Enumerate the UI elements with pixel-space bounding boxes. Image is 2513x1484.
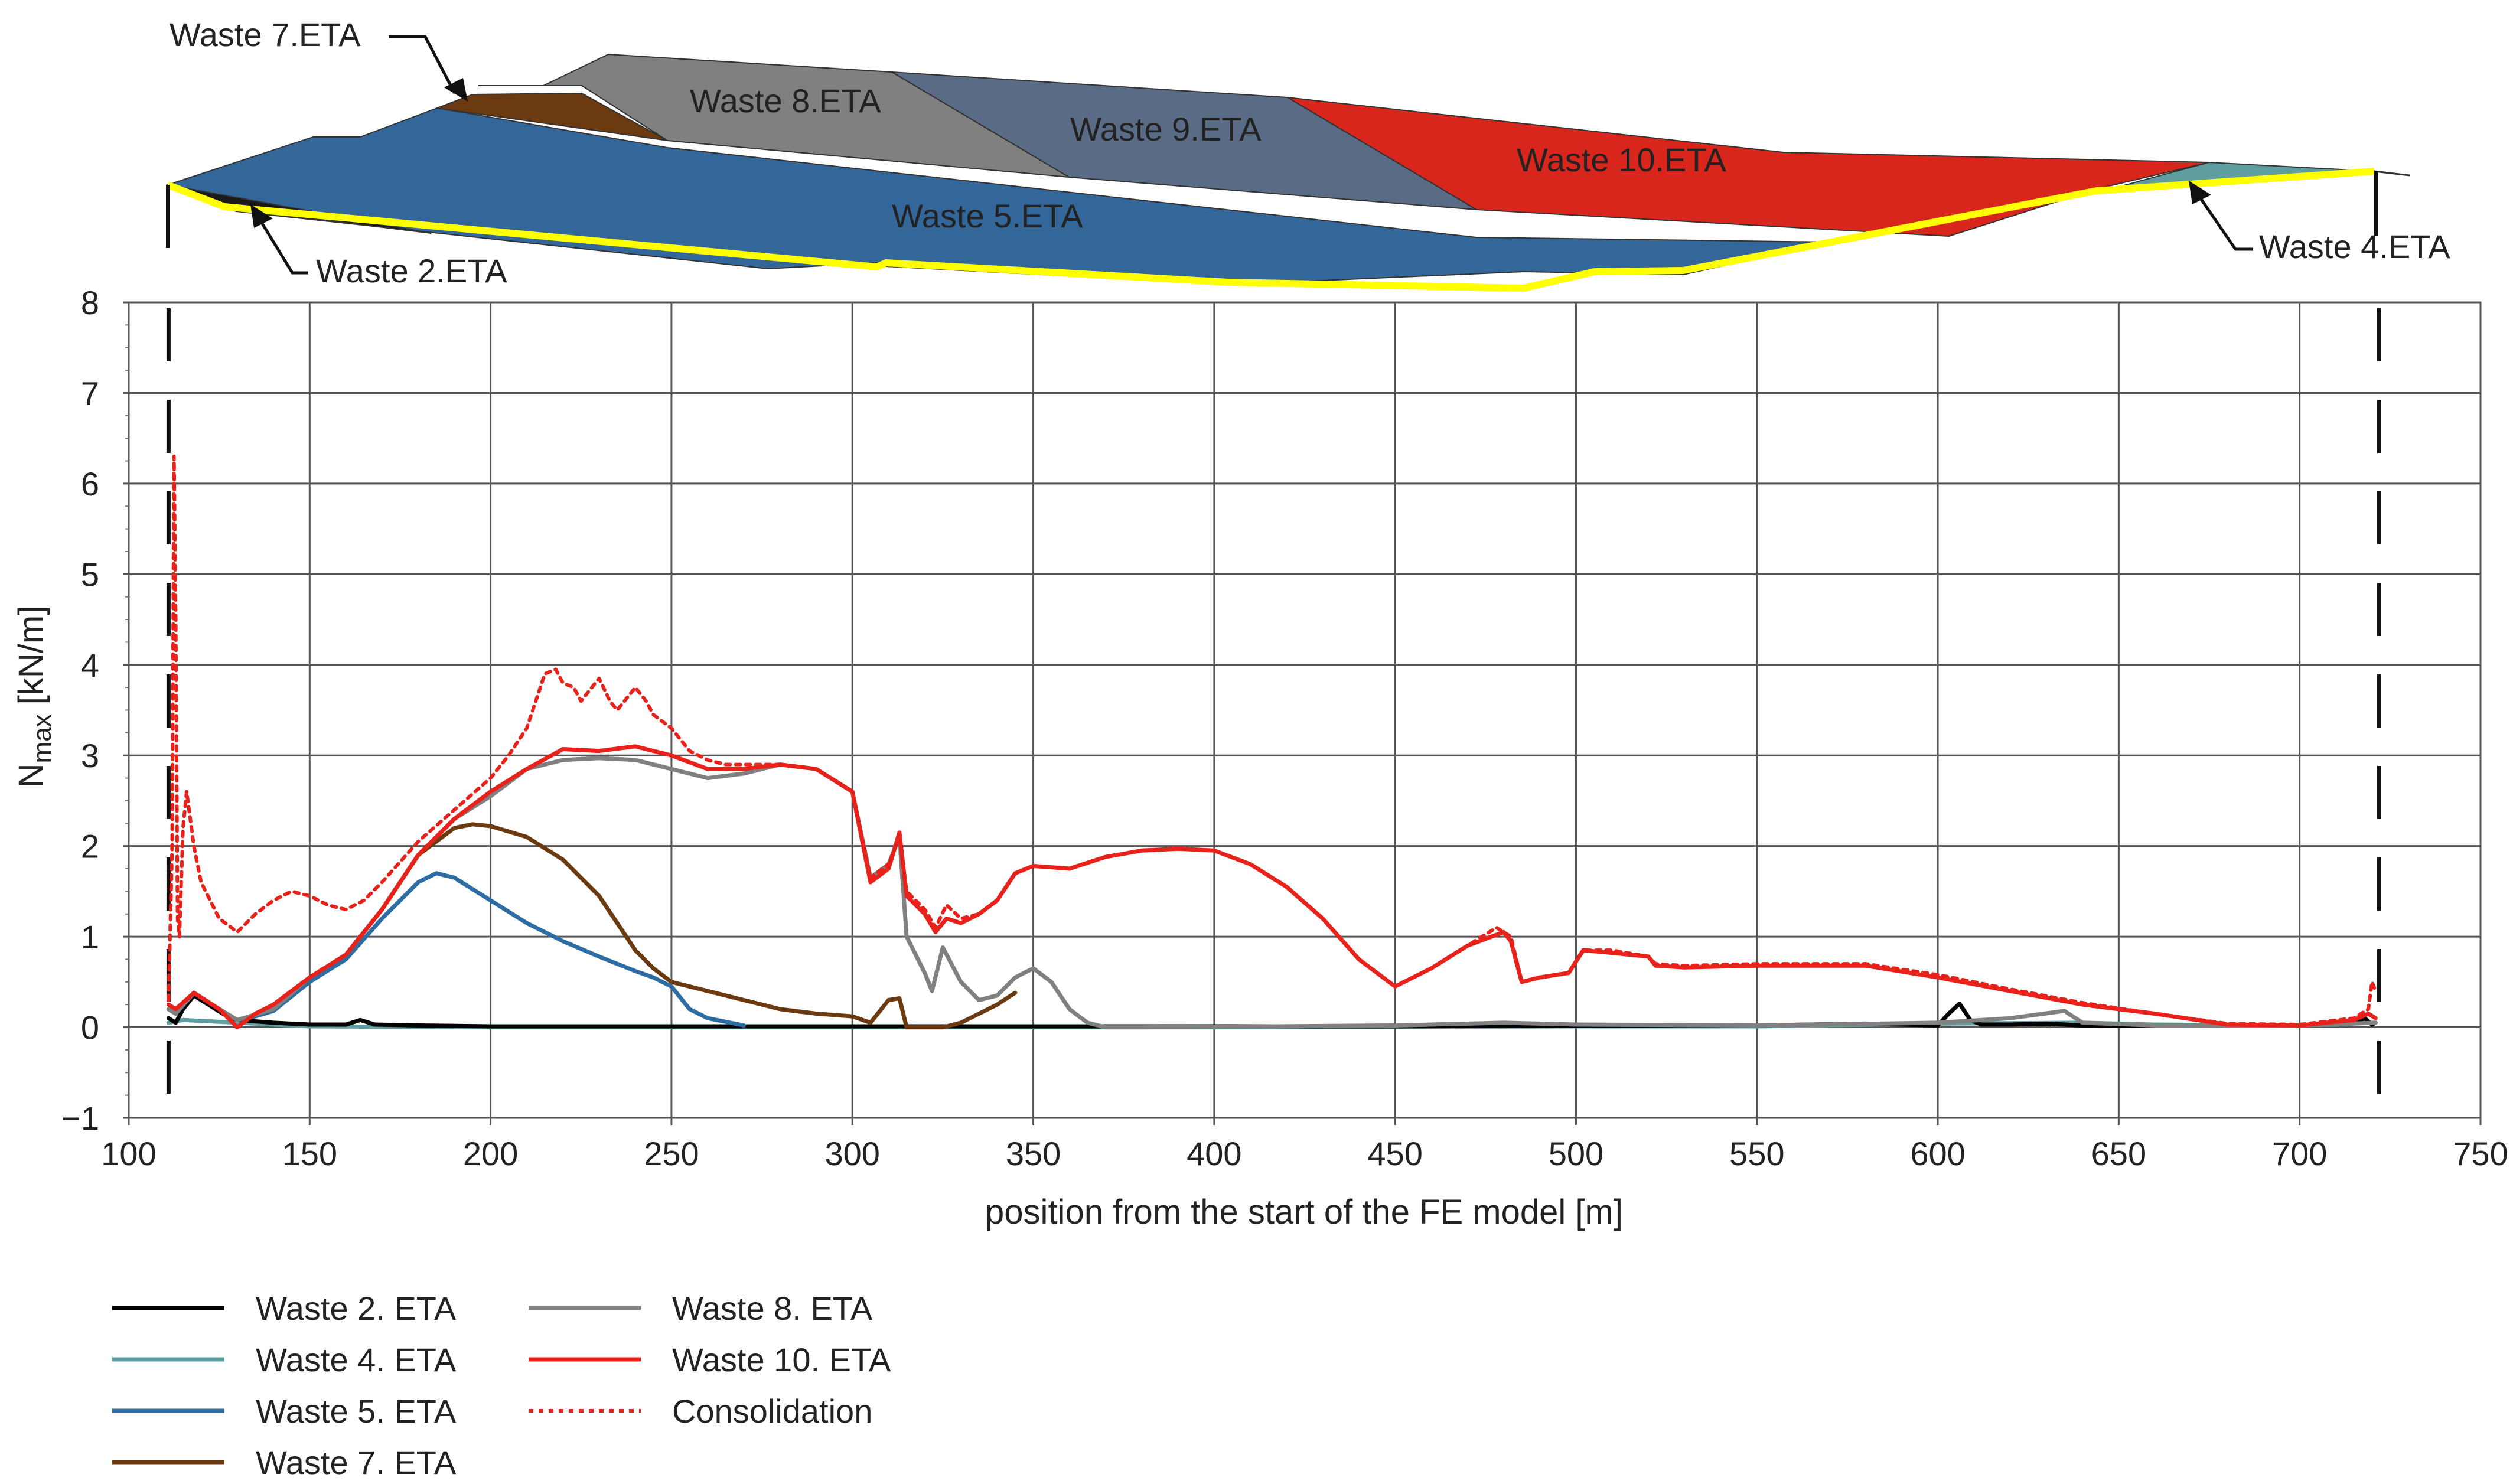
y-axis-title-unit: [kN/m] xyxy=(12,606,50,715)
leader-waste-4 xyxy=(2196,194,2253,251)
y-axis-ticks: −1 0 1 2 3 4 5 6 7 8 xyxy=(61,284,129,1137)
x-tick-label: 200 xyxy=(463,1135,518,1172)
leader-waste-7 xyxy=(389,35,457,94)
legend-label: Waste 7. ETA xyxy=(256,1444,457,1481)
legend-label: Waste 4. ETA xyxy=(256,1341,457,1378)
legend: Waste 2. ETA Waste 4. ETA Waste 5. ETA Wast… xyxy=(112,1290,891,1481)
x-tick-label: 450 xyxy=(1367,1135,1422,1172)
label-waste-7: Waste 7.ETA xyxy=(170,16,361,53)
series-consolidation xyxy=(167,454,2378,1026)
y-axis-title: Nmax [kN/m] xyxy=(12,606,57,788)
legend-label: Waste 2. ETA xyxy=(256,1290,457,1327)
nmax-chart: −1 0 1 2 3 4 5 6 7 8 100 150 200 250 300 350 400 450 500 5… xyxy=(12,284,2508,1231)
y-tick-label: 4 xyxy=(81,647,99,684)
series-waste-10-eta xyxy=(166,744,2378,1030)
y-tick-label: 6 xyxy=(81,465,99,503)
x-tick-label: 550 xyxy=(1729,1135,1784,1172)
model-boundaries xyxy=(166,308,2381,1130)
arrowhead-waste-2 xyxy=(250,204,273,228)
y-axis-title-subscript: max xyxy=(28,714,57,763)
label-waste-2: Waste 2.ETA xyxy=(316,252,507,289)
arrowhead-waste-4 xyxy=(2189,181,2211,204)
y-tick-label: 2 xyxy=(81,828,99,865)
x-tick-label: 600 xyxy=(1910,1135,1965,1172)
y-tick-label: −1 xyxy=(61,1100,99,1137)
y-tick-label: 5 xyxy=(81,556,99,593)
x-tick-label: 650 xyxy=(2091,1135,2146,1172)
chart-series xyxy=(166,454,2378,1030)
legend-label: Consolidation xyxy=(672,1392,872,1430)
y-tick-label: 8 xyxy=(81,284,99,321)
chart-grid xyxy=(129,302,2481,1118)
series-waste-2-eta xyxy=(166,993,2378,1029)
x-tick-label: 350 xyxy=(1006,1135,1061,1172)
legend-label: Waste 10. ETA xyxy=(672,1341,891,1378)
waste-10-layer xyxy=(1287,97,2209,237)
label-waste-9: Waste 9.ETA xyxy=(1070,110,1262,148)
x-tick-label: 150 xyxy=(282,1135,337,1172)
y-tick-label: 7 xyxy=(81,374,99,412)
y-tick-label: 1 xyxy=(81,918,99,955)
x-tick-label: 100 xyxy=(101,1135,156,1172)
x-tick-label: 250 xyxy=(644,1135,699,1172)
x-tick-label: 300 xyxy=(825,1135,880,1172)
y-axis-title-main: N xyxy=(12,763,50,788)
base-liner xyxy=(166,168,2375,292)
waste-7-layer xyxy=(435,92,668,141)
legend-label: Waste 8. ETA xyxy=(672,1290,873,1327)
x-tick-label: 500 xyxy=(1549,1135,1603,1172)
x-tick-label: 700 xyxy=(2272,1135,2327,1172)
landfill-cross-section: Waste 8.ETA Waste 9.ETA Waste 10.ETA Was… xyxy=(165,16,2450,292)
leader-waste-2 xyxy=(258,218,308,275)
label-waste-10: Waste 10.ETA xyxy=(1517,141,1726,178)
x-axis-title: position from the start of the FE model … xyxy=(985,1193,1623,1231)
x-axis-ticks: 100 150 200 250 300 350 400 450 500 550 600 650 700 7… xyxy=(101,1118,2508,1172)
series-waste-8-eta xyxy=(166,756,2378,1030)
arrowhead-waste-7 xyxy=(444,78,468,102)
x-tick-label: 750 xyxy=(2453,1135,2508,1172)
label-waste-5: Waste 5.ETA xyxy=(892,197,1083,234)
legend-label: Waste 5. ETA xyxy=(256,1392,457,1430)
label-waste-8: Waste 8.ETA xyxy=(690,82,881,119)
series-waste-5-eta xyxy=(166,871,746,1028)
series-waste-7-eta xyxy=(166,822,1018,1030)
y-tick-label: 0 xyxy=(81,1009,99,1046)
label-waste-4: Waste 4.ETA xyxy=(2259,228,2450,265)
ground-line xyxy=(2374,170,2410,177)
x-tick-label: 400 xyxy=(1187,1135,1241,1172)
plot-frame xyxy=(128,301,2482,1119)
y-tick-label: 3 xyxy=(81,737,99,774)
waste-8-layer xyxy=(478,53,1070,178)
